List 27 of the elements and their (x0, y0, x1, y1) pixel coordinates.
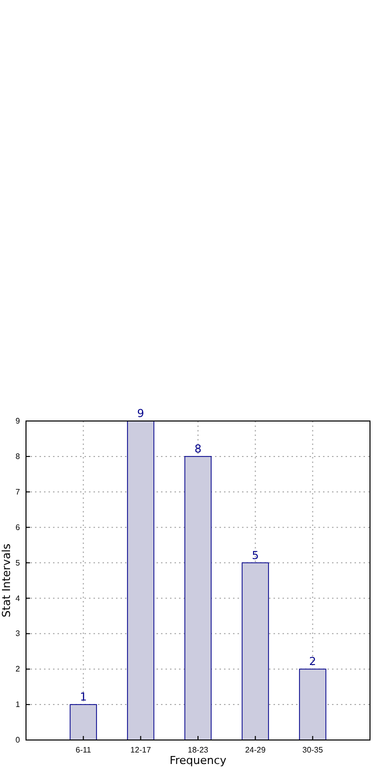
y-axis-title: Stat Intervals (0, 543, 13, 618)
x-tick-label: 18-23 (188, 746, 209, 755)
y-tick-label: 1 (16, 700, 21, 710)
y-tick-label: 9 (16, 416, 21, 426)
x-tick-label: 24-29 (245, 746, 266, 755)
bar (70, 704, 97, 740)
y-tick-label: 0 (16, 736, 21, 745)
bar (299, 668, 326, 740)
bar (184, 456, 212, 740)
y-tick-label: 8 (16, 452, 21, 462)
y-tick-label: 5 (16, 558, 21, 568)
data-label: 2 (309, 655, 316, 668)
y-tick-label: 6 (16, 522, 21, 532)
x-tick-label: 30-35 (302, 746, 324, 755)
x-tick-label: 6-11 (76, 746, 92, 755)
data-label: 1 (80, 690, 87, 704)
x-axis-title: Frequency (170, 754, 227, 767)
y-tick-label: 4 (16, 594, 21, 603)
y-tick-label: 7 (16, 487, 21, 496)
data-label: 9 (137, 407, 144, 420)
bar (127, 420, 154, 740)
y-tick-label: 2 (16, 664, 21, 674)
data-label: 5 (252, 548, 259, 562)
data-label: 8 (194, 442, 202, 456)
x-tick-label: 12-17 (130, 746, 152, 755)
y-tick-label: 3 (16, 629, 21, 638)
bar (242, 562, 269, 740)
